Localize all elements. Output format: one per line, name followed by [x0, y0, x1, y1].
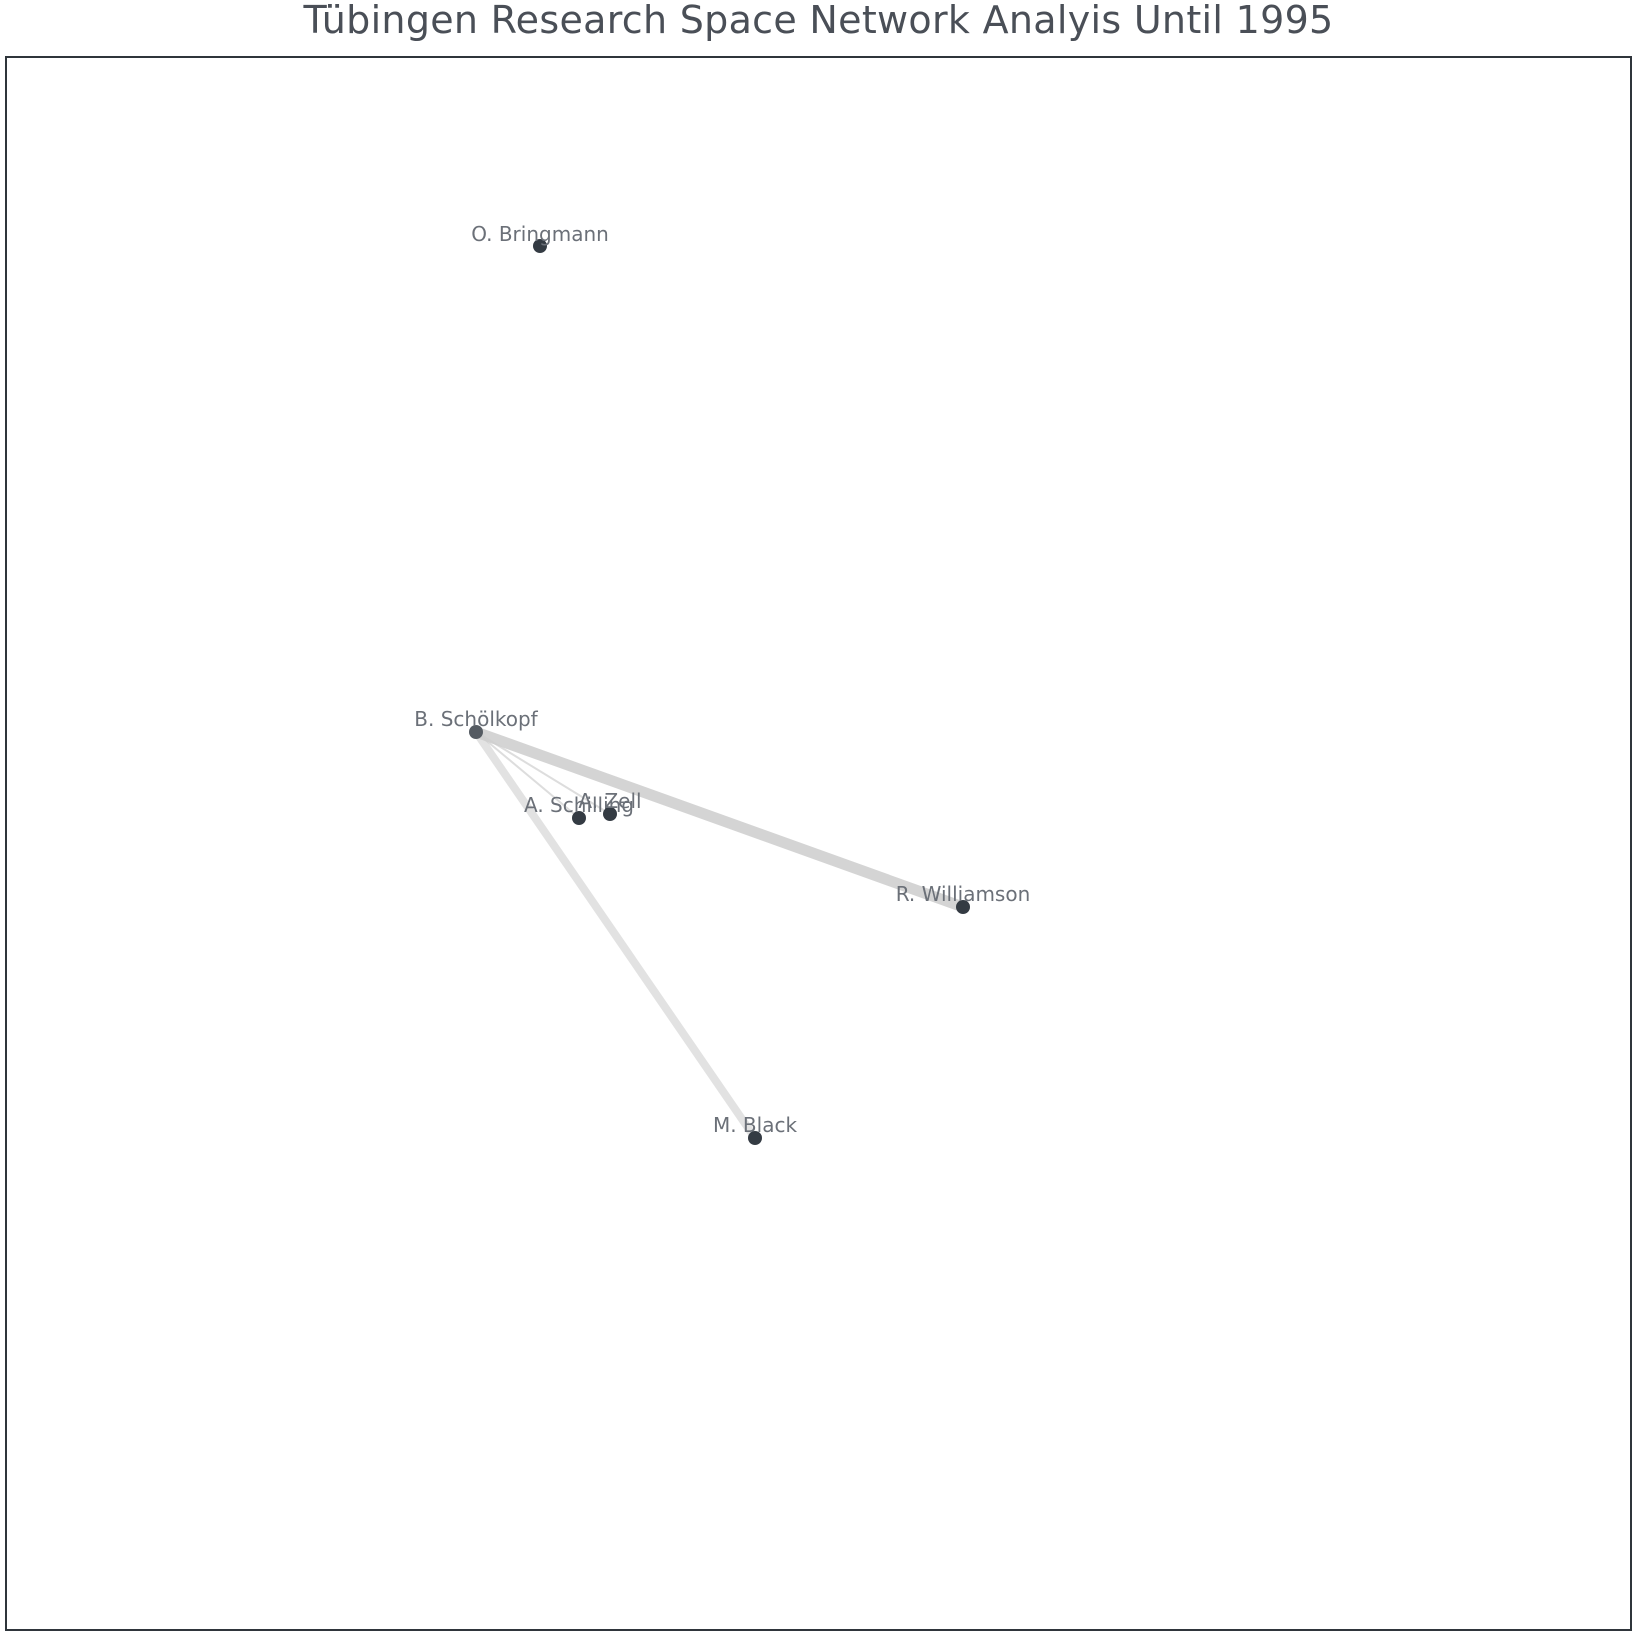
edge-layer	[470, 726, 969, 1142]
node-marker	[956, 900, 970, 914]
node-label: O. Bringmann	[471, 222, 609, 246]
node-black[interactable]: M. Black	[713, 1113, 798, 1145]
node-marker	[603, 807, 617, 821]
chart-title: Tübingen Research Space Network Analyis …	[303, 0, 1334, 42]
node-bringmann[interactable]: O. Bringmann	[471, 222, 609, 253]
node-layer: O. Bringmann B. Schölkopf A. Schilling A…	[414, 222, 1030, 1145]
plot-frame	[5, 56, 1632, 1631]
edge-schoelkopf-black	[472, 728, 759, 1142]
node-schoelkopf[interactable]: B. Schölkopf	[414, 707, 539, 739]
node-marker	[469, 725, 483, 739]
node-williamson[interactable]: R. Williamson	[896, 882, 1031, 914]
node-label: M. Black	[713, 1113, 798, 1137]
node-label: R. Williamson	[896, 882, 1031, 906]
node-marker	[572, 811, 586, 825]
edge-schoelkopf-zell	[475, 731, 611, 815]
node-marker	[748, 1131, 762, 1145]
edge-schoelkopf-schilling	[475, 731, 580, 819]
edge-schoelkopf-williamson	[470, 726, 969, 913]
node-marker	[533, 239, 547, 253]
node-zell[interactable]: A. Zell	[578, 789, 642, 821]
node-label: B. Schölkopf	[414, 707, 538, 731]
node-label: A. Zell	[578, 789, 641, 813]
